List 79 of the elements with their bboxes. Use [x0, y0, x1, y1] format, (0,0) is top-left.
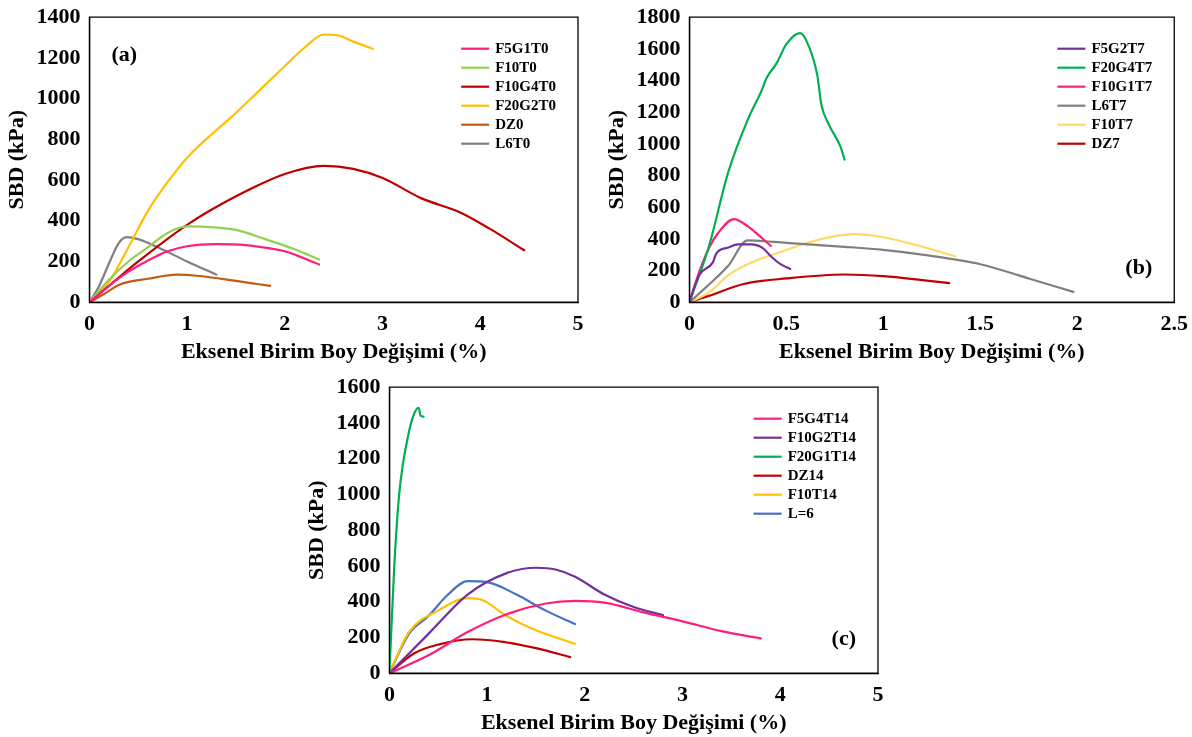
legend-label: F20G1T14 [787, 447, 857, 464]
y-tick-label: 1000 [336, 480, 381, 506]
x-tick-label: 2 [1071, 310, 1083, 336]
y-tick-label: 800 [347, 515, 381, 541]
y-tick-label: 600 [647, 192, 681, 218]
y-tick-label: 1200 [636, 97, 681, 123]
line-series [389, 406, 425, 674]
x-tick-label: 2 [279, 310, 291, 336]
y-tick-label: 600 [347, 551, 381, 577]
y-tick-label: 1200 [36, 43, 81, 69]
annotation: (c) [831, 624, 856, 650]
x-tick-label: 0.5 [772, 310, 801, 336]
line-series [89, 273, 272, 303]
line-series [689, 239, 1075, 303]
y-tick-label: 800 [47, 125, 81, 151]
legend-label: F10G4T0 [495, 77, 557, 94]
y-tick-label: 0 [369, 658, 381, 684]
legend-label: DZ14 [787, 466, 824, 483]
x-tick-label: 3 [677, 681, 689, 707]
x-tick-label: 1 [877, 310, 889, 336]
x-tick-label: 4 [774, 681, 786, 707]
y-tick-label: 200 [347, 623, 381, 649]
y-tick-label: 1400 [636, 66, 681, 92]
line-series [689, 233, 957, 303]
legend-label: F5G4T14 [787, 409, 849, 426]
y-tick-label: 0 [669, 287, 681, 313]
y-tick-label: 1000 [36, 84, 81, 110]
x-axis-title: Eksenel Birim Boy Değişimi (%) [480, 709, 787, 735]
annotation: (b) [1125, 253, 1153, 279]
x-axis-title: Eksenel Birim Boy Değişimi (%) [180, 338, 487, 364]
legend-label: F5G1T0 [495, 39, 549, 56]
y-tick-label: 1400 [36, 2, 81, 28]
line-series [689, 243, 792, 303]
x-tick-label: 1.5 [966, 310, 995, 336]
legend-label: F10G2T14 [787, 428, 857, 445]
y-tick-label: 0 [69, 287, 81, 313]
legend-label: F10G1T7 [1091, 77, 1153, 94]
x-tick-label: 1 [481, 681, 493, 707]
x-tick-label: 4 [474, 310, 486, 336]
legend-label: DZ7 [1091, 134, 1121, 151]
y-tick-label: 1600 [636, 34, 681, 60]
y-tick-label: 1800 [636, 2, 681, 28]
legend-label: L=6 [787, 504, 815, 521]
legend-label: F20G4T7 [1091, 58, 1153, 75]
x-axis-title: Eksenel Birim Boy Değişimi (%) [779, 338, 1085, 364]
legend-label: F10T0 [495, 58, 537, 75]
line-series [389, 599, 762, 674]
y-tick-label: 400 [647, 224, 681, 250]
legend-label: F10T14 [787, 485, 838, 502]
annotation: (a) [111, 40, 138, 66]
y-tick-label: 400 [347, 587, 381, 613]
line-series [89, 243, 321, 303]
y-tick-label: 1400 [336, 408, 381, 434]
y-tick-label: 1600 [336, 372, 381, 398]
legend-label: DZ0 [495, 115, 524, 132]
legend-label: L6T7 [1091, 96, 1127, 113]
y-tick-label: 1000 [636, 129, 681, 155]
y-tick-label: 1200 [336, 444, 381, 470]
y-tick-label: 200 [647, 256, 681, 282]
legend-label: F10T7 [1091, 115, 1134, 132]
legend-label: F5G2T7 [1091, 39, 1146, 56]
line-series [389, 566, 665, 674]
x-tick-label: 2.5 [1160, 310, 1188, 336]
x-tick-label: 3 [377, 310, 389, 336]
x-tick-label: 5 [872, 681, 884, 707]
x-tick-label: 5 [572, 310, 584, 336]
y-tick-label: 600 [47, 165, 81, 191]
line-series [689, 31, 846, 303]
legend-label: F20G2T0 [495, 96, 557, 113]
y-tick-label: 800 [647, 161, 681, 187]
x-tick-label: 2 [579, 681, 591, 707]
legend-label: L6T0 [495, 134, 531, 151]
line-series [89, 225, 321, 303]
y-axis-title: SBD (kPa) [302, 480, 328, 581]
y-tick-label: 200 [47, 247, 81, 273]
y-axis-title: SBD (kPa) [602, 109, 628, 210]
y-tick-label: 400 [47, 206, 81, 232]
x-tick-label: 1 [181, 310, 193, 336]
y-axis-title: SBD (kPa) [2, 109, 28, 210]
